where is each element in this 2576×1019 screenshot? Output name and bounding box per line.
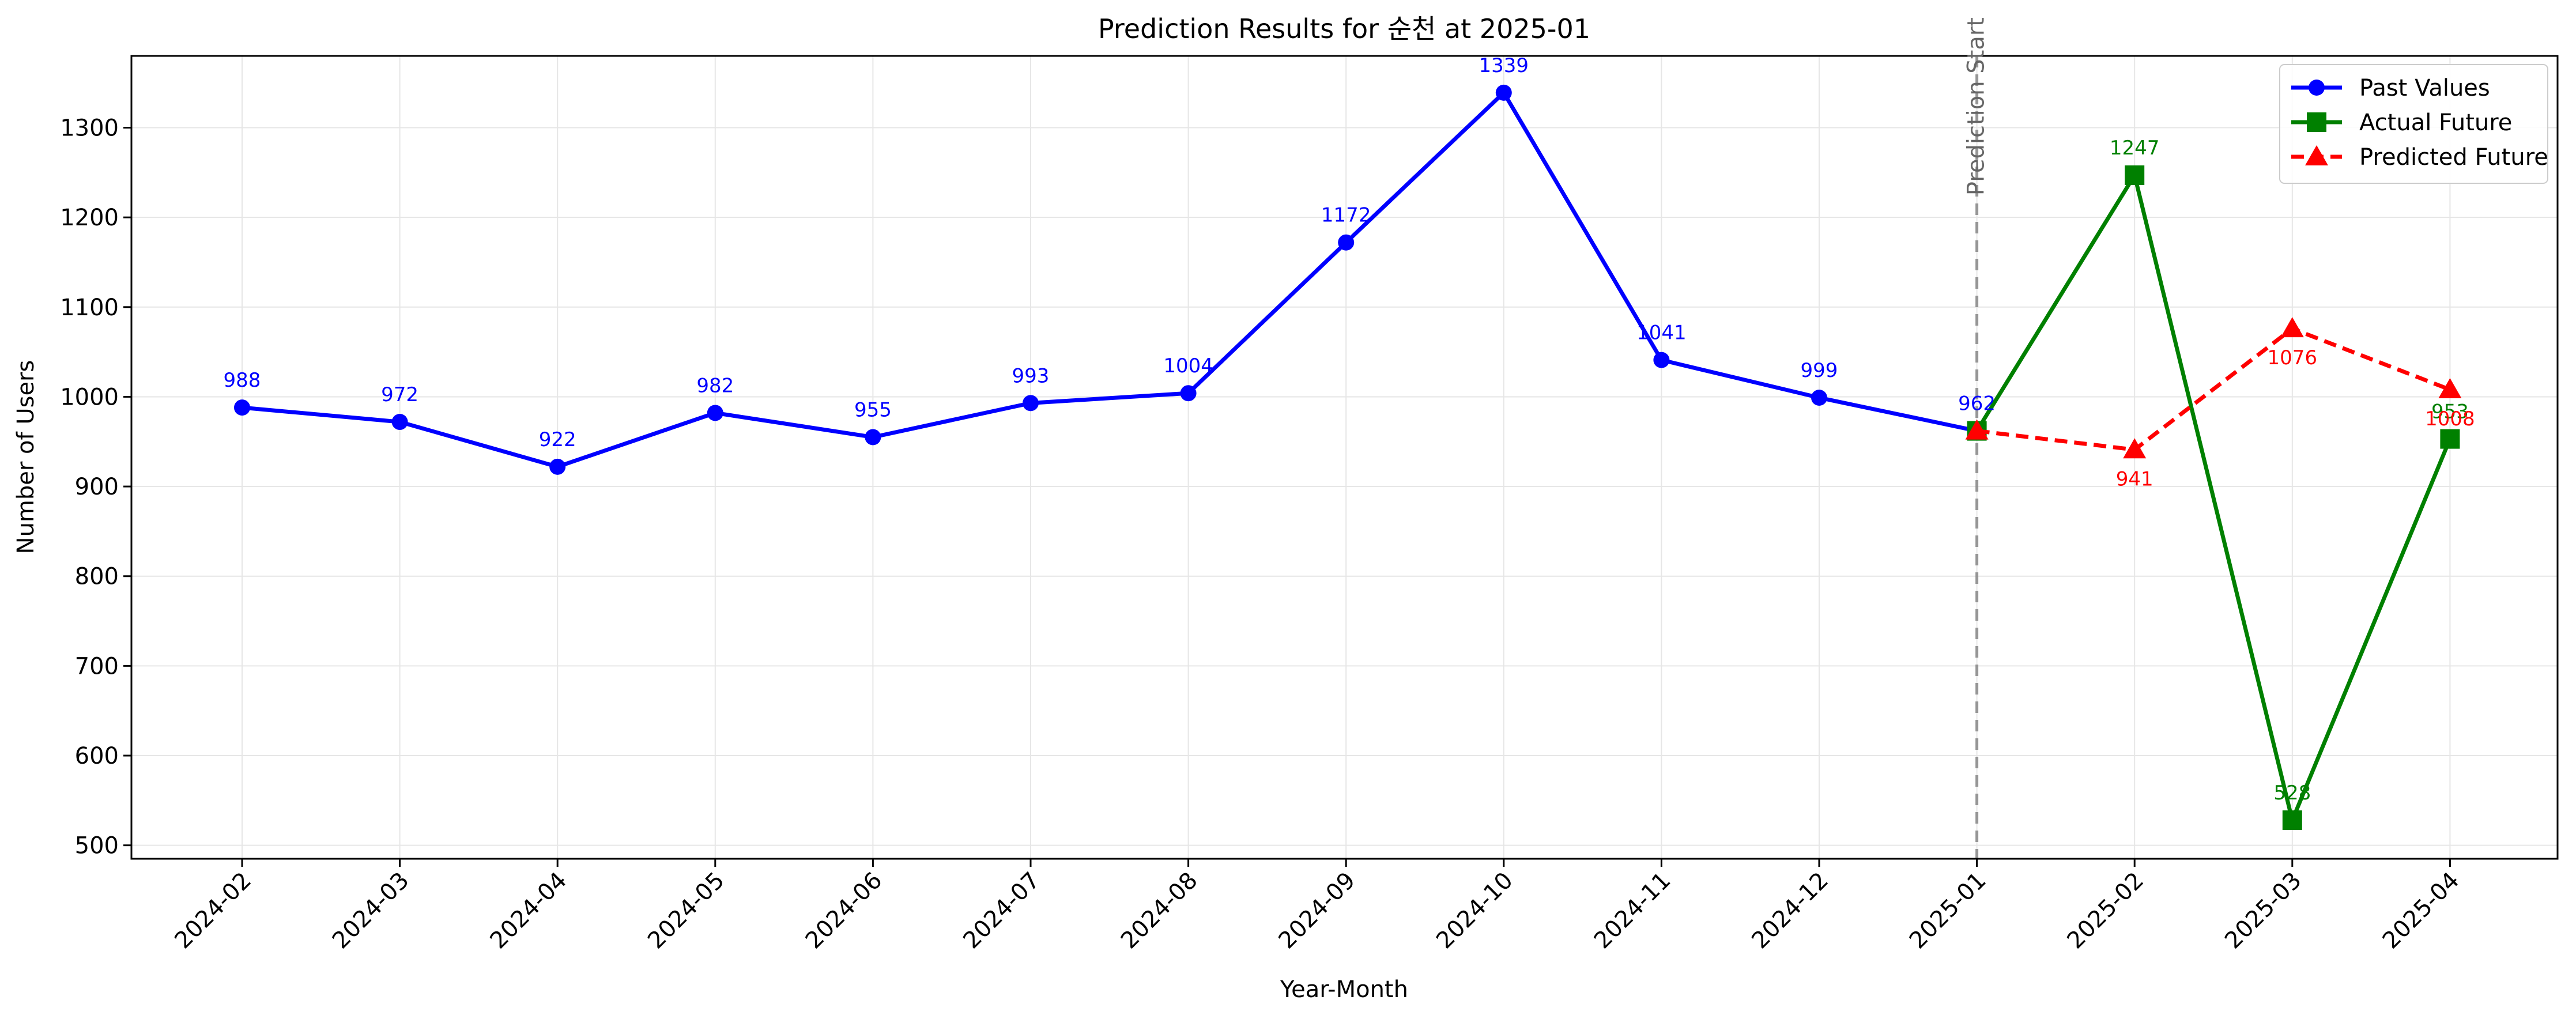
legend-marker (2305, 145, 2328, 165)
y-tick-label: 500 (75, 833, 119, 859)
data-label-past-values: 972 (381, 383, 418, 406)
legend-box (2279, 64, 2548, 184)
legend-label: Past Values (2359, 75, 2490, 101)
series-line-predicted-future (1977, 326, 2451, 452)
data-labels: 988 972 922 982 955 993 1004 1172 1339 1041 999 962… (224, 54, 2475, 805)
legend: Past Values Actual Future Predicted Future (2279, 64, 2548, 184)
data-label-predicted-future: 1008 (2425, 407, 2475, 431)
chart-title: Prediction Results for 순천 at 2025-01 (1098, 13, 1590, 44)
data-label-actual-future: 528 (2273, 782, 2311, 805)
series-line-actual-future (1975, 170, 2452, 827)
data-point-past-values (234, 399, 250, 416)
y-tick-label: 1200 (60, 205, 119, 231)
legend-item-predicted-future: Predicted Future (2291, 144, 2548, 171)
y-tick-label: 800 (75, 564, 119, 590)
y-tick-label: 700 (75, 653, 119, 680)
legend-label: Actual Future (2359, 110, 2512, 136)
data-point-past-values (1495, 84, 1512, 101)
y-tick-label: 900 (75, 474, 119, 500)
data-label-past-values: 982 (696, 374, 734, 397)
legend-marker (2309, 80, 2325, 96)
data-label-actual-future: 953 (2431, 401, 2469, 424)
data-point-actual-future (2440, 429, 2460, 449)
y-tick-label: 1000 (60, 384, 119, 410)
data-point-actual-future (2125, 165, 2145, 186)
legend-marker (2307, 112, 2326, 132)
data-label-past-values: 1004 (1163, 354, 1213, 378)
data-label-past-values: 955 (854, 398, 892, 421)
legend-item-actual-future: Actual Future (2291, 110, 2512, 136)
data-label-past-values: 922 (539, 428, 576, 451)
data-label-past-values: 999 (1801, 359, 1838, 382)
plot-frame (130, 55, 2559, 860)
grid (131, 56, 2558, 859)
data-label-past-values: 1339 (1479, 54, 1529, 77)
series-predicted-future (1965, 317, 2462, 459)
data-label-past-values: 993 (1012, 364, 1050, 387)
data-label-past-values: 1041 (1636, 322, 1687, 345)
y-axis-ticks: 500 600 700 800 900 1000 1100 1200 1300 (60, 115, 131, 859)
data-point-past-values (1338, 234, 1355, 251)
y-tick-label: 600 (75, 743, 119, 769)
data-point-past-values (707, 405, 723, 421)
data-label-past-values: 1172 (1321, 204, 1371, 227)
data-point-past-values (1811, 389, 1827, 406)
x-axis-label: Year-Month (1280, 976, 1408, 1003)
y-axis-label: Number of Users (13, 360, 39, 554)
data-point-past-values (865, 429, 881, 446)
data-point-predicted-future (2438, 378, 2462, 398)
data-point-predicted-future (1965, 419, 1989, 440)
data-label-actual-future: 1247 (2110, 137, 2160, 160)
data-point-past-values (1023, 395, 1039, 412)
data-point-predicted-future (2123, 438, 2147, 459)
data-label-past-values: 988 (224, 369, 261, 392)
data-point-past-values (1180, 385, 1197, 402)
data-label-predicted-future: 1076 (2268, 346, 2318, 369)
data-point-past-values (1653, 352, 1670, 368)
data-point-past-values (391, 414, 408, 431)
series-layer (234, 56, 2462, 859)
data-label-predicted-future: 941 (2116, 467, 2153, 490)
legend-label: Predicted Future (2359, 144, 2548, 171)
data-point-predicted-future (2280, 317, 2304, 338)
data-point-past-values (549, 458, 566, 475)
y-tick-label: 1300 (60, 115, 119, 142)
prediction-start-annotation: Prediction Start (1963, 17, 1990, 195)
legend-item-past-values: Past Values (2291, 75, 2490, 101)
data-point-actual-future (2282, 810, 2302, 831)
y-tick-label: 1100 (60, 295, 119, 321)
data-label-past-values: 962 (1958, 392, 1996, 416)
series-line-past-values (242, 89, 1978, 469)
